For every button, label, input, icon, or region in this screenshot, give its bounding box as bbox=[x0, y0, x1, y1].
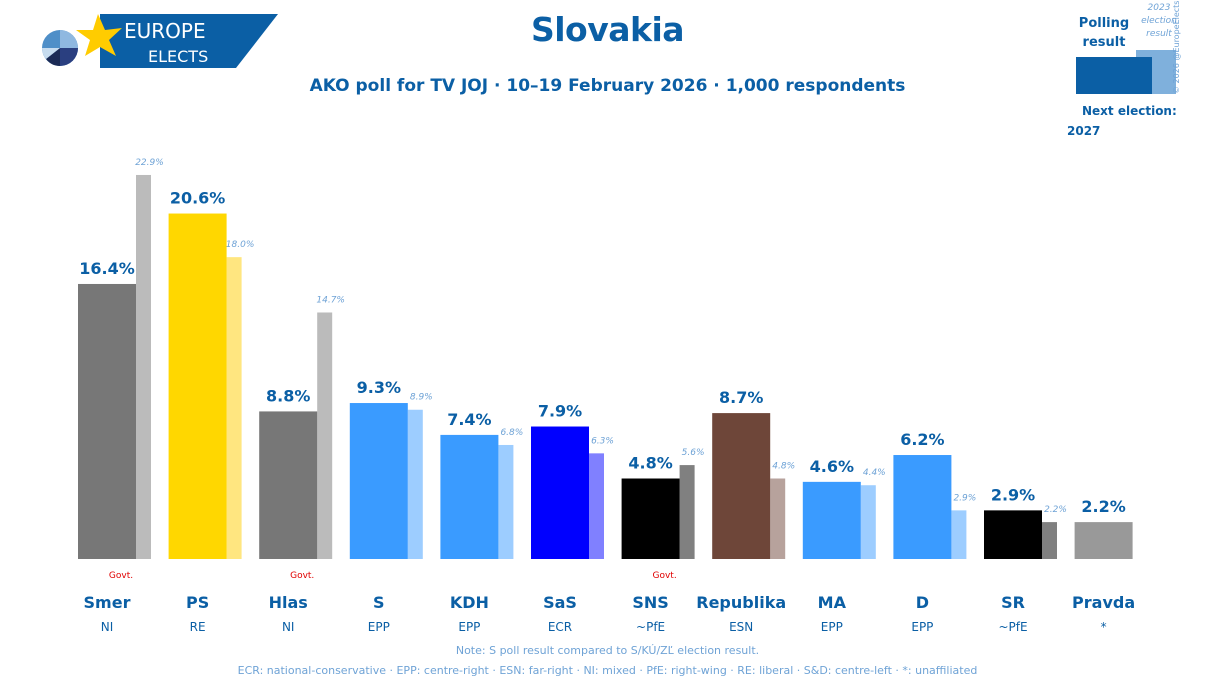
party-group-label: RE bbox=[190, 620, 206, 634]
party-group-label: NI bbox=[282, 620, 295, 634]
party-name-label: Smer bbox=[84, 593, 131, 612]
poll-value-label: 7.9% bbox=[538, 402, 582, 421]
poll-bar bbox=[802, 481, 861, 559]
election-bar bbox=[136, 174, 151, 560]
election-value-label: 14.7% bbox=[316, 295, 345, 305]
legend-election-year: 2023 bbox=[1147, 3, 1171, 13]
poll-value-label: 9.3% bbox=[357, 378, 401, 397]
party-group-label: ~PfE bbox=[998, 620, 1027, 634]
europe-elects-logo: EUROPE ELECTS bbox=[38, 12, 283, 70]
election-bar bbox=[1042, 522, 1057, 559]
chart-title: Slovakia bbox=[530, 10, 685, 49]
poll-bar bbox=[168, 213, 227, 559]
poll-value-label: 4.8% bbox=[628, 454, 672, 473]
party-group-label: NI bbox=[101, 620, 114, 634]
party-group-label: EPP bbox=[821, 620, 843, 634]
poll-value-label: 4.6% bbox=[810, 457, 854, 476]
poll-value-label: 8.7% bbox=[719, 388, 763, 407]
poll-bar bbox=[712, 413, 771, 559]
poll-bar bbox=[1074, 522, 1133, 559]
poll-bar bbox=[259, 411, 318, 559]
election-value-label: 8.9% bbox=[410, 393, 433, 403]
legend-result-word: result bbox=[1146, 29, 1172, 39]
party-name-label: SR bbox=[1001, 593, 1025, 612]
party-name-label: PS bbox=[186, 593, 209, 612]
government-marker: Govt. bbox=[652, 571, 676, 581]
logo-star-icon bbox=[76, 14, 122, 56]
legend-polling-swatch bbox=[1076, 57, 1152, 94]
party-group-label: ECR bbox=[548, 620, 572, 634]
election-bar bbox=[860, 485, 876, 559]
election-value-label: 6.3% bbox=[591, 436, 614, 446]
election-bar bbox=[498, 444, 514, 559]
election-value-label: 2.2% bbox=[1044, 505, 1067, 515]
party-name-label: MA bbox=[818, 593, 847, 612]
logo-line1: EUROPE bbox=[124, 19, 206, 43]
party-name-label: Republika bbox=[696, 593, 786, 612]
election-value-label: 4.4% bbox=[863, 468, 886, 478]
legend: 2023 election result Polling result © 20… bbox=[1060, 0, 1215, 145]
legend-election-label: 2023 election result bbox=[1134, 2, 1184, 41]
party-name-label: D bbox=[916, 593, 929, 612]
government-marker: Govt. bbox=[290, 571, 314, 581]
poll-value-label: 7.4% bbox=[447, 410, 491, 429]
party-group-label: ~PfE bbox=[636, 620, 665, 634]
poll-value-label: 2.9% bbox=[991, 485, 1035, 504]
party-name-label: SaS bbox=[543, 593, 577, 612]
poll-bar bbox=[440, 434, 499, 559]
next-election-label: Next election: bbox=[1082, 104, 1177, 118]
chart-subtitle: AKO poll for TV JOJ · 10–19 February 202… bbox=[309, 76, 906, 96]
election-bar bbox=[951, 510, 967, 559]
government-marker: Govt. bbox=[109, 571, 133, 581]
poll-bar bbox=[893, 455, 952, 559]
poll-bar bbox=[78, 283, 136, 559]
party-group-label: EPP bbox=[458, 620, 480, 634]
poll-bar bbox=[349, 403, 408, 559]
legend-polling-result-word: result bbox=[1082, 35, 1126, 50]
poll-bar bbox=[621, 478, 680, 559]
legend-election-word: election bbox=[1141, 16, 1177, 26]
party-name-label: S bbox=[373, 593, 385, 612]
poll-value-label: 8.8% bbox=[266, 386, 310, 405]
footer-glossary: ECR: national-conservative · EPP: centre… bbox=[237, 664, 978, 677]
logo-banner bbox=[100, 14, 278, 68]
poll-value-label: 20.6% bbox=[170, 189, 226, 208]
logo-line2: ELECTS bbox=[148, 47, 208, 66]
election-value-label: 4.8% bbox=[772, 462, 795, 472]
poll-bar bbox=[984, 510, 1042, 559]
election-value-label: 18.0% bbox=[226, 240, 255, 250]
next-election-year: 2027 bbox=[1067, 124, 1101, 138]
party-group-label: ESN bbox=[729, 620, 753, 634]
election-value-label: 22.9% bbox=[135, 158, 164, 168]
election-value-label: 2.9% bbox=[953, 493, 976, 503]
election-value-label: 5.6% bbox=[682, 448, 705, 458]
party-name-label: SNS bbox=[632, 593, 668, 612]
party-name-label: Pravda bbox=[1072, 593, 1135, 612]
election-bar bbox=[679, 465, 695, 559]
party-group-label: EPP bbox=[368, 620, 390, 634]
legend-polling-label: Polling result bbox=[1076, 14, 1132, 52]
poll-value-label: 6.2% bbox=[900, 430, 944, 449]
election-bar bbox=[317, 312, 333, 559]
legend-polling-word: Polling bbox=[1078, 16, 1130, 31]
poll-bar bbox=[531, 426, 589, 559]
election-bar bbox=[589, 453, 604, 559]
election-bar bbox=[226, 257, 242, 559]
poll-value-label: 16.4% bbox=[79, 259, 135, 278]
election-value-label: 6.8% bbox=[500, 428, 523, 438]
party-group-label: * bbox=[1101, 620, 1107, 634]
footer-note: Note: S poll result compared to S/KÚ/ZĽ … bbox=[455, 644, 760, 657]
party-name-label: Hlas bbox=[269, 593, 308, 612]
election-bar bbox=[770, 478, 786, 559]
party-group-label: EPP bbox=[911, 620, 933, 634]
party-name-label: KDH bbox=[450, 593, 489, 612]
poll-value-label: 2.2% bbox=[1081, 497, 1125, 516]
election-bar bbox=[407, 409, 423, 559]
